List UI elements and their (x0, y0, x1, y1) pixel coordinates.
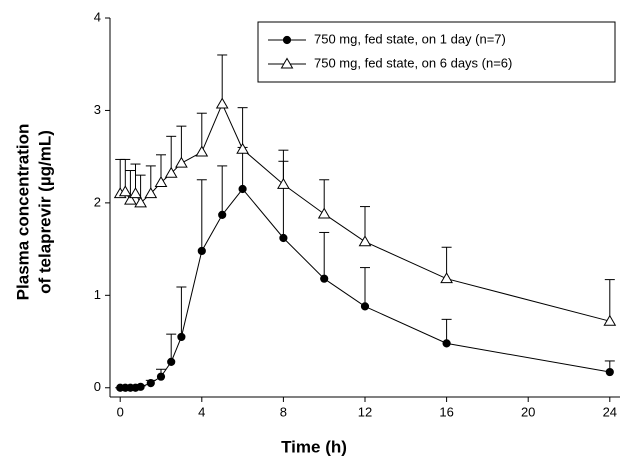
x-tick-label: 12 (358, 404, 372, 419)
data-point (195, 145, 209, 157)
data-point (442, 339, 451, 348)
data-point (603, 314, 617, 326)
data-point (177, 332, 186, 342)
data-point (605, 367, 614, 377)
data-point (238, 184, 247, 194)
data-point (360, 302, 370, 311)
data-point (154, 176, 168, 188)
x-tick-label: 24 (603, 404, 617, 419)
x-tick-label: 4 (198, 404, 205, 419)
x-axis-title: Time (h) (281, 437, 347, 456)
y-tick-label: 3 (94, 102, 101, 117)
legend-box (257, 21, 616, 83)
y-tick-label: 2 (94, 194, 101, 209)
data-point (236, 142, 249, 154)
data-point (167, 357, 176, 366)
x-tick-label: 8 (280, 404, 287, 419)
data-point (144, 187, 158, 199)
data-point (215, 97, 229, 109)
x-tick-label: 20 (521, 404, 535, 419)
data-point (164, 166, 178, 178)
data-point (358, 235, 372, 247)
legend-label: 750 mg, fed state, on 1 day (n=7) (314, 31, 506, 46)
data-point (197, 246, 206, 256)
data-point (175, 156, 188, 168)
data-point (146, 379, 155, 388)
legend-marker (282, 35, 292, 45)
y-axis-title: of telaprevir (µg/mL) (35, 130, 54, 294)
data-point (136, 382, 145, 391)
y-tick-label: 1 (94, 287, 101, 302)
x-tick-label: 0 (117, 404, 124, 419)
data-point (156, 372, 166, 381)
data-point (279, 233, 288, 243)
data-point (277, 177, 290, 189)
data-point (317, 207, 331, 219)
data-point (320, 274, 329, 283)
x-tick-label: 16 (439, 404, 453, 419)
y-tick-label: 4 (94, 9, 101, 24)
data-point (218, 210, 227, 219)
y-axis-title: Plasma concentration (13, 124, 32, 301)
legend-marker (280, 57, 294, 69)
data-point (124, 193, 137, 205)
y-tick-label: 0 (94, 379, 101, 394)
legend-label: 750 mg, fed state, on 6 days (n=6) (314, 55, 512, 70)
data-point (440, 272, 453, 284)
data-point (118, 185, 132, 197)
data-point (129, 187, 142, 199)
data-point (134, 196, 147, 208)
